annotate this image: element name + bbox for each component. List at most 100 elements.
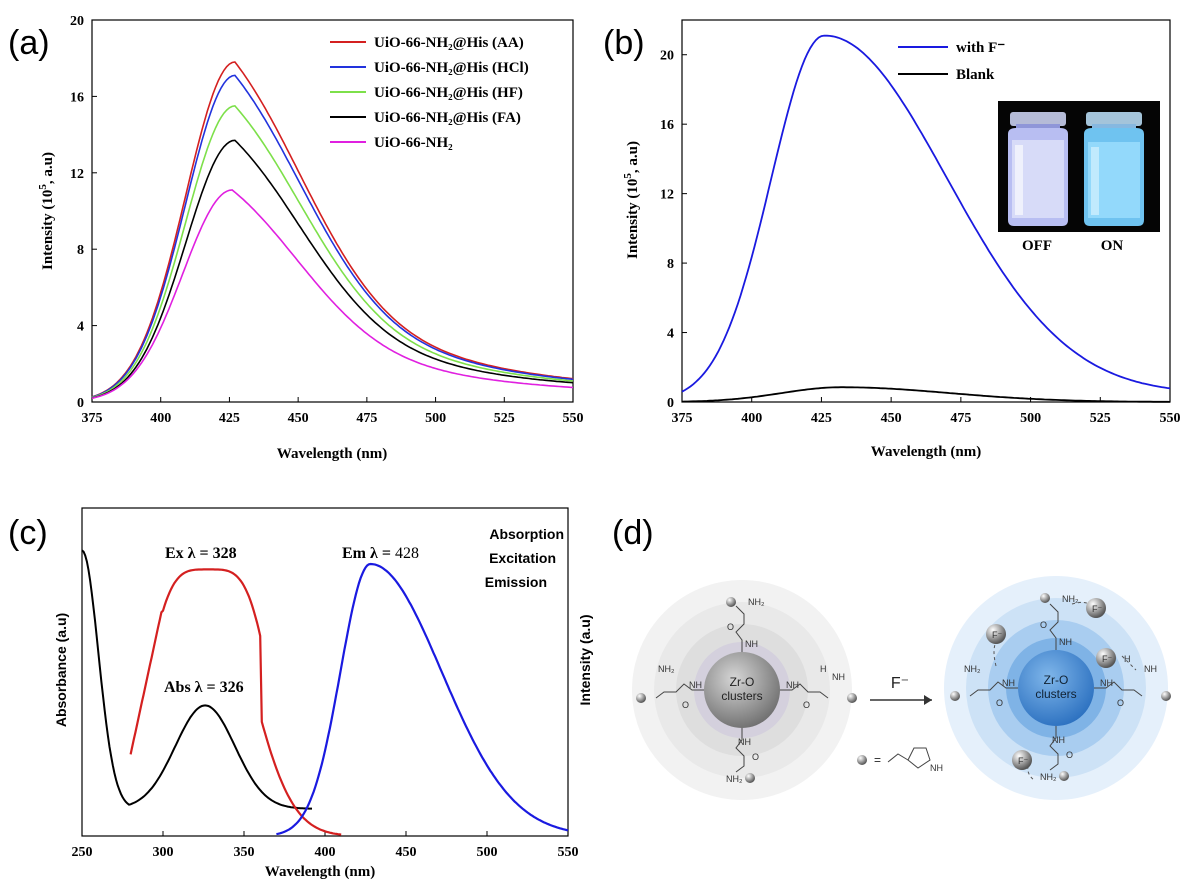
chart-b-frame [681, 19, 1171, 403]
nh2-bottom: NH₂ [726, 774, 743, 784]
y-tick-label: 0 [667, 396, 674, 411]
chart-a-legend: UiO-66-NH₂@His (AA) UiO-66-NH₂@His (HCl) U… [330, 35, 529, 151]
panel-label-d: (d) [612, 514, 654, 552]
uio-assembly-off: Zr-O clusters NH₂ NH O NH₂ NH O NH H NH … [632, 580, 857, 800]
zr-o-cluster-blue [1018, 650, 1094, 726]
chart-a: 375 400 425 450 475 500 525 550 0 4 8 12 16 20 UiO-66… [37, 14, 584, 462]
on-nh-left: NH [1002, 678, 1015, 688]
chart-a-ticks: 375 400 425 450 475 500 525 550 0 4 8 12 16 20 [70, 14, 584, 426]
y-tick-label: 20 [70, 14, 84, 29]
x-tick-label: 550 [563, 411, 584, 426]
x-tick-label: 550 [1160, 411, 1181, 426]
series-line-a-1 [91, 74, 574, 398]
legend-ball [857, 755, 867, 765]
legend-label-a-0: UiO-66-NH₂@His (AA) [374, 35, 524, 51]
on-o-top: O [1040, 620, 1047, 630]
chart-b-ylabel: Intensity (105, a.u) [622, 141, 641, 259]
series-line-a-2 [91, 105, 574, 399]
chart-c-ylabel-left: Absorbance (a.u) [53, 613, 69, 727]
chart-c: 250 300 350 400 450 500 550 Wavelength (nm) Ab… [53, 507, 593, 880]
on-o-bottom: O [1066, 750, 1073, 760]
series-line-c-absorption [81, 549, 312, 810]
x-tick-label: 525 [494, 411, 515, 426]
y-tick-label: 0 [77, 396, 84, 411]
inset-label-on: ON [1101, 238, 1124, 254]
chart-b-legend: with F⁻ Blank [898, 40, 1005, 83]
nh-top: NH [745, 639, 758, 649]
legend-label-b-0: with F⁻ [956, 40, 1005, 56]
series-line-c-emission [276, 562, 569, 836]
x-tick-label: 500 [425, 411, 446, 426]
o-left: O [682, 700, 689, 710]
x-tick-label: 525 [1090, 411, 1111, 426]
x-tick-label: 400 [741, 411, 762, 426]
x-tick-label: 300 [153, 845, 174, 860]
uio-assembly-on: Zr-O clusters [944, 576, 1171, 800]
panel-label-c: (c) [8, 514, 48, 552]
o-bottom: O [752, 752, 759, 762]
annotation-abs: Abs λ = 326 [164, 679, 244, 696]
x-tick-label: 500 [1020, 411, 1041, 426]
panel-label-a: (a) [8, 24, 50, 62]
on-o-left: O [996, 698, 1003, 708]
chart-a-frame [91, 19, 574, 403]
chart-c-curves [81, 549, 569, 836]
x-tick-label: 450 [396, 845, 417, 860]
zr-o-cluster-gray [704, 652, 780, 728]
series-line-b-0 [681, 34, 1171, 393]
x-tick-label: 250 [72, 845, 93, 860]
series-line-a-3 [91, 139, 574, 399]
inset-label-off: OFF [1022, 238, 1052, 254]
series-line-c-excitation [129, 568, 342, 836]
chart-a-curves [91, 61, 574, 400]
x-tick-label: 375 [672, 411, 693, 426]
y-tick-label: 4 [77, 320, 84, 335]
chart-a-ylabel: Intensity (105, a.u) [37, 152, 56, 270]
x-tick-label: 450 [881, 411, 902, 426]
on-nh-top: NH [1059, 637, 1072, 647]
x-tick-label: 425 [219, 411, 240, 426]
nh-right-2: NH [832, 672, 845, 682]
series-line-a-0 [91, 61, 574, 398]
y-tick-label: 12 [660, 188, 674, 203]
legend-label-a-4: UiO-66-NH₂ [374, 135, 453, 151]
on-nh-right-2: NH [1144, 664, 1157, 674]
chart-c-legend-absorption: Absorption [489, 526, 564, 542]
arrow-label: F⁻ [891, 675, 909, 692]
on-nh2-bottom: NH₂ [1040, 772, 1057, 782]
on-nh2-top: NH₂ [1062, 594, 1079, 604]
fluoride-ions [986, 598, 1116, 770]
x-tick-label: 400 [150, 411, 171, 426]
series-line-b-1 [681, 386, 1171, 403]
x-tick-label: 500 [477, 845, 498, 860]
x-tick-label: 425 [811, 411, 832, 426]
on-nh-right: NH [1100, 678, 1113, 688]
x-tick-label: 375 [82, 411, 103, 426]
annotation-ex: Ex λ = 328 [165, 545, 237, 562]
core-label-2: clusters [721, 689, 762, 703]
f-ion-2: F⁻ [992, 630, 1002, 640]
chart-c-legend-excitation: Excitation [489, 550, 556, 566]
on-h-right: H [1124, 654, 1131, 664]
vial-photo-inset: OFF ON [998, 101, 1160, 254]
imidazole-icon [887, 747, 931, 769]
nh-left: NH [689, 680, 702, 690]
legend-equals: = [874, 753, 881, 767]
legend-label-a-2: UiO-66-NH₂@His (HF) [374, 85, 523, 101]
nh2-left: NH₂ [658, 664, 675, 674]
chart-b-ticks: 375 400 425 450 475 500 525 550 0 4 8 12 16 20 [660, 49, 1181, 426]
chart-b-xlabel: Wavelength (nm) [871, 444, 981, 460]
chart-c-ylabel-right: Intensity (a.u) [577, 614, 593, 705]
nh-right: NH [786, 680, 799, 690]
x-tick-label: 475 [950, 411, 971, 426]
chart-c-ticks: 250 300 350 400 450 500 550 [72, 831, 579, 860]
x-tick-label: 550 [558, 845, 579, 860]
f-ion-3: F⁻ [1102, 654, 1112, 664]
x-tick-label: 450 [288, 411, 309, 426]
chart-c-xlabel: Wavelength (nm) [265, 864, 375, 880]
nh-bottom: NH [738, 737, 751, 747]
x-tick-label: 400 [315, 845, 336, 860]
legend-label-a-1: UiO-66-NH₂@His (HCl) [374, 60, 529, 76]
h-right: H [820, 664, 827, 674]
